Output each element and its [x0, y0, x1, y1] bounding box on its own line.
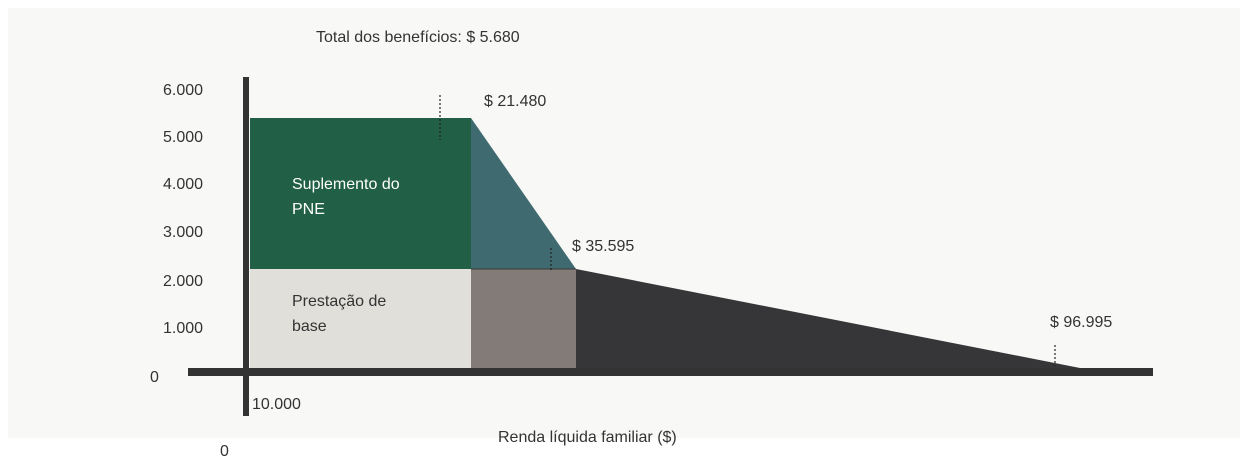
y-tick-label: 0 — [150, 369, 159, 386]
annotation: $ 21.480 — [484, 93, 546, 110]
region-label: Suplemento do — [292, 176, 400, 193]
y-tick-label: 1.000 — [163, 320, 203, 337]
region-label: PNE — [292, 201, 325, 218]
supplement-region — [250, 118, 471, 269]
y-tick-label: 3.000 — [163, 224, 203, 241]
y-tick-label: 5.000 — [163, 129, 203, 146]
region-label: base — [292, 318, 327, 335]
y-tick-label: 2.000 — [163, 273, 203, 290]
y-tick-label: 4.000 — [163, 176, 203, 193]
y-tick-label: 6.000 — [163, 82, 203, 99]
y-axis — [243, 77, 249, 416]
annotation: $ 35.595 — [572, 238, 634, 255]
base-phaseout — [576, 269, 1080, 368]
base-plateau — [471, 269, 576, 369]
supplement-phaseout — [471, 118, 576, 269]
chart-title: Total dos benefícios: $ 5.680 — [316, 29, 520, 46]
x-origin-label: 0 — [220, 443, 229, 460]
x-axis — [188, 368, 1153, 376]
region-label: Prestação de — [292, 293, 386, 310]
x-axis-title: Renda líquida familiar ($) — [498, 429, 677, 446]
annotation: $ 96.995 — [1050, 314, 1112, 331]
x-start-label: 10.000 — [252, 396, 301, 413]
base-region — [250, 269, 471, 369]
